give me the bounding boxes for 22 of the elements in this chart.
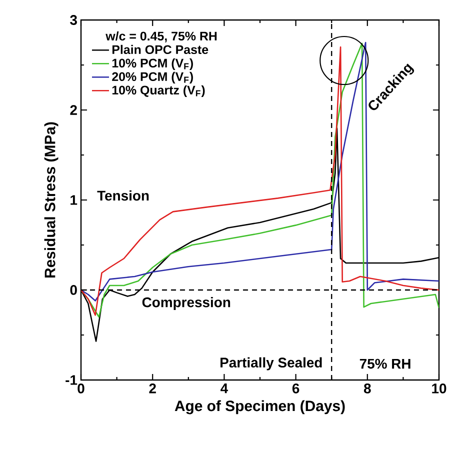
x-axis-title: Age of Specimen (Days): [174, 400, 345, 414]
legend-label: 10% Quartz (V$_{F}$): [112, 85, 205, 97]
x-tick-label: 2: [149, 384, 156, 394]
y-tick-label: 1: [70, 195, 78, 205]
y-tick-label: 3: [70, 15, 77, 25]
x-tick-label: 10: [432, 384, 446, 394]
annotation: Compression: [142, 296, 230, 310]
annotation: Partially Sealed: [220, 357, 322, 370]
legend-label: Plain OPC Paste: [112, 44, 208, 54]
y-tick-label: 0: [70, 285, 77, 295]
legend-title: w/c = 0.45, 75% RH: [106, 31, 217, 42]
x-tick-label: 8: [364, 384, 371, 394]
x-tick-label: 4: [220, 384, 228, 394]
y-axis-title: Residual Stress (MPa): [44, 122, 58, 278]
legend-label: 10% PCM (V$_{F}$): [112, 58, 193, 70]
y-tick-label: 2: [70, 105, 77, 115]
x-tick-label: 6: [292, 384, 300, 394]
legend-label: 20% PCM (V$_{F}$): [112, 72, 193, 84]
annotation: 75% RH: [360, 358, 410, 369]
x-tick-label: 0: [78, 384, 84, 394]
y-tick-label: -1: [66, 375, 78, 385]
annotation: Tension: [97, 190, 149, 201]
